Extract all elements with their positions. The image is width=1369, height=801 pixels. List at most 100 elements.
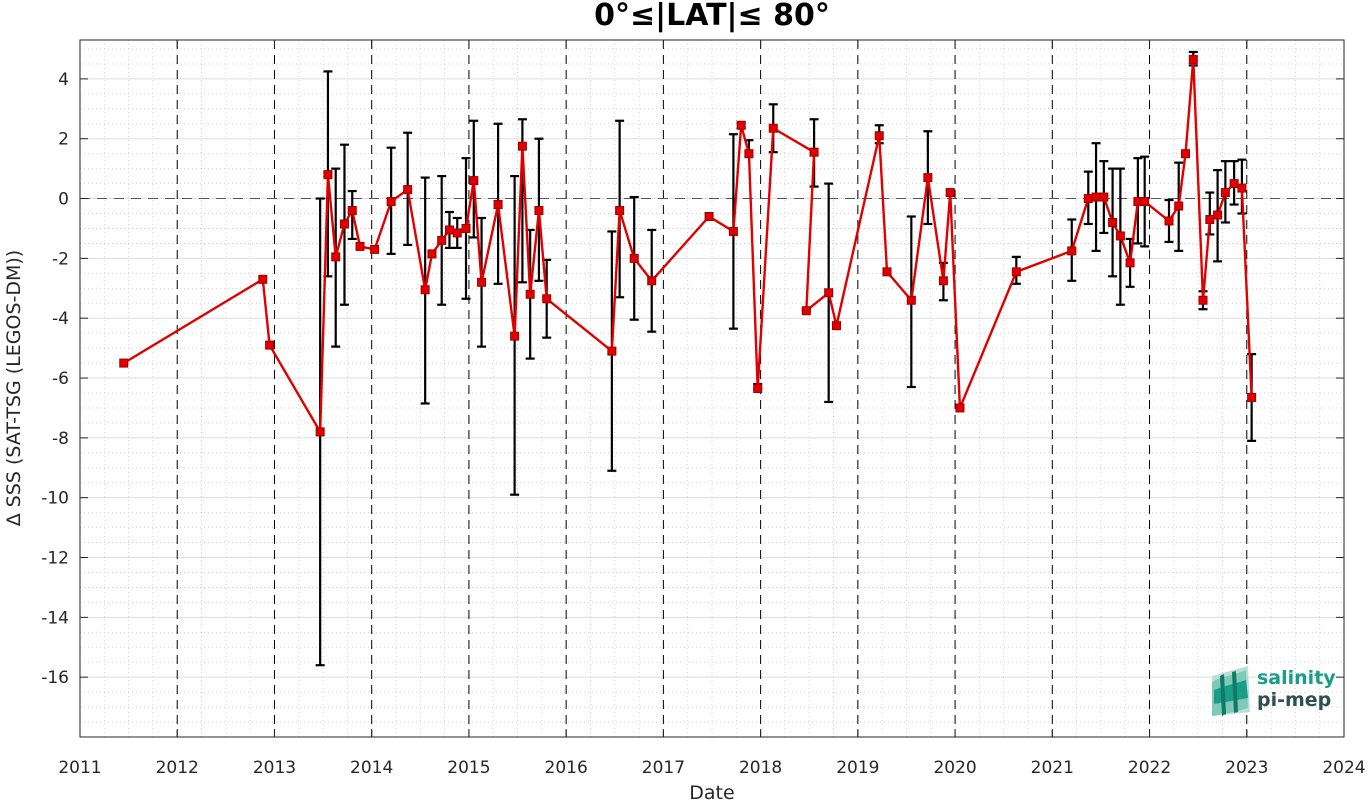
error-bars bbox=[315, 50, 1257, 667]
data-point bbox=[469, 176, 479, 186]
data-point bbox=[647, 276, 657, 286]
data-point bbox=[768, 123, 778, 133]
x-tick-label: 2017 bbox=[642, 758, 685, 778]
data-point bbox=[629, 253, 639, 263]
data-point bbox=[517, 141, 527, 151]
data-point bbox=[1108, 217, 1118, 227]
data-point bbox=[1115, 231, 1125, 241]
data-point bbox=[403, 185, 413, 195]
x-tick-label: 2015 bbox=[447, 758, 490, 778]
data-point bbox=[331, 252, 341, 262]
x-tick-label: 2013 bbox=[253, 758, 296, 778]
data-point bbox=[355, 241, 365, 251]
data-point bbox=[945, 188, 955, 198]
data-point bbox=[1011, 267, 1021, 277]
y-axis-label: Δ SSS (SAT-TSG (LEGOS-DM)) bbox=[3, 250, 25, 526]
x-tick-label: 2021 bbox=[1031, 758, 1074, 778]
data-point bbox=[1099, 192, 1109, 202]
data-point bbox=[906, 295, 916, 305]
y-tick-label: 2 bbox=[58, 130, 69, 150]
data-point bbox=[801, 306, 811, 316]
data-point bbox=[452, 228, 462, 238]
y-tick-label: 4 bbox=[58, 70, 69, 90]
x-tick-label: 2012 bbox=[156, 758, 199, 778]
x-tick-label: 2016 bbox=[545, 758, 588, 778]
x-tick-label: 2011 bbox=[58, 758, 101, 778]
y-axis-ticks: 4 2 0 -2 -4 -6 -8 -10 -12 -14 -16 bbox=[41, 70, 1344, 688]
data-point bbox=[525, 289, 535, 299]
data-point bbox=[1213, 210, 1223, 220]
data-point bbox=[955, 403, 965, 413]
y-tick-label: -4 bbox=[52, 309, 69, 329]
chart-title: 0°≤|LAT|≤ 80° bbox=[594, 0, 830, 33]
x-tick-label: 2014 bbox=[350, 758, 393, 778]
logo-text-salinity: salinity bbox=[1257, 667, 1336, 689]
x-tick-label: 2019 bbox=[836, 758, 879, 778]
data-point bbox=[1181, 149, 1191, 159]
y-tick-label: -14 bbox=[41, 608, 69, 628]
data-point bbox=[736, 120, 746, 130]
data-point bbox=[1125, 258, 1135, 268]
data-point bbox=[477, 277, 487, 287]
data-point bbox=[1140, 197, 1150, 207]
data-point bbox=[493, 200, 503, 210]
data-point bbox=[323, 170, 333, 180]
data-point bbox=[1091, 192, 1101, 202]
data-point bbox=[1220, 188, 1230, 198]
x-tick-label: 2023 bbox=[1225, 758, 1268, 778]
data-point bbox=[258, 274, 268, 284]
logo-text-pi-mep: pi-mep bbox=[1257, 689, 1331, 711]
data-point bbox=[339, 219, 349, 229]
data-point bbox=[874, 131, 884, 141]
minor-grid bbox=[80, 40, 1344, 737]
y-tick-label: -16 bbox=[41, 668, 69, 688]
x-axis-label: Date bbox=[689, 782, 734, 801]
data-point bbox=[1205, 214, 1215, 224]
data-point bbox=[1237, 183, 1247, 193]
data-point bbox=[437, 235, 447, 245]
data-point bbox=[824, 288, 834, 298]
data-point bbox=[1229, 179, 1239, 189]
data-point bbox=[542, 294, 552, 304]
data-point bbox=[923, 173, 933, 183]
data-point bbox=[831, 321, 841, 331]
data-point bbox=[444, 225, 454, 235]
x-tick-label: 2020 bbox=[933, 758, 976, 778]
y-tick-label: -2 bbox=[52, 249, 69, 269]
data-point bbox=[704, 211, 714, 221]
x-tick-label: 2022 bbox=[1128, 758, 1171, 778]
data-point bbox=[347, 206, 357, 216]
y-tick-label: -12 bbox=[41, 549, 69, 569]
data-point bbox=[882, 267, 892, 277]
data-point bbox=[119, 358, 129, 368]
data-point bbox=[809, 147, 819, 157]
data-point bbox=[1174, 201, 1184, 211]
y-tick-label: -6 bbox=[52, 369, 69, 389]
data-point bbox=[744, 149, 754, 159]
data-point bbox=[1083, 194, 1093, 204]
data-point bbox=[1164, 216, 1174, 226]
data-point bbox=[1067, 246, 1077, 256]
data-point bbox=[728, 226, 738, 236]
data-point bbox=[534, 206, 544, 216]
data-point bbox=[386, 197, 396, 207]
data-point bbox=[1188, 54, 1198, 64]
y-tick-label: -10 bbox=[41, 489, 69, 509]
data-point bbox=[615, 206, 625, 216]
data-point bbox=[753, 384, 763, 393]
data-point bbox=[265, 340, 275, 350]
data-point bbox=[420, 285, 430, 295]
series-markers bbox=[119, 54, 1257, 437]
x-axis-ticks: 2011 2012 2013 2014 2015 2016 2017 2018 2019 2020… bbox=[58, 40, 1366, 778]
data-point bbox=[461, 223, 471, 233]
x-tick-label: 2018 bbox=[739, 758, 782, 778]
data-point bbox=[510, 331, 520, 341]
salinity-pi-mep-logo: salinity pi-mep bbox=[1212, 666, 1336, 716]
data-point bbox=[315, 427, 325, 437]
data-point bbox=[938, 276, 948, 286]
data-point bbox=[370, 244, 380, 254]
data-point bbox=[607, 346, 617, 356]
data-point bbox=[427, 249, 437, 259]
data-point bbox=[1247, 392, 1257, 402]
